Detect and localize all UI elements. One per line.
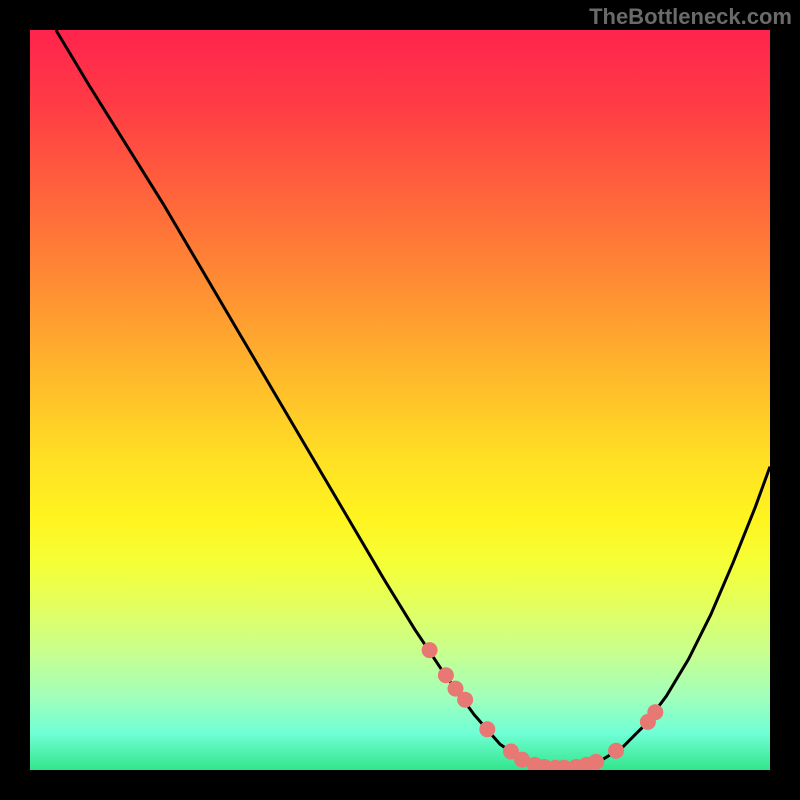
data-marker: [608, 743, 624, 759]
data-marker: [438, 667, 454, 683]
curve-layer: [30, 30, 770, 770]
plot-area: [30, 30, 770, 770]
data-markers: [422, 642, 664, 770]
data-marker: [422, 642, 438, 658]
bottleneck-curve: [56, 30, 770, 768]
data-marker: [647, 704, 663, 720]
data-marker: [457, 692, 473, 708]
data-marker: [479, 721, 495, 737]
watermark-text: TheBottleneck.com: [589, 4, 792, 30]
data-marker: [588, 754, 604, 770]
